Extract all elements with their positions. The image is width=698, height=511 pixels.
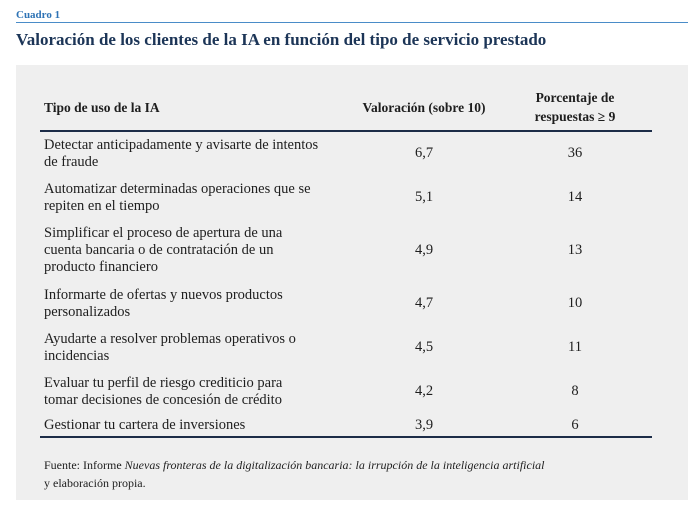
cell-porcentaje: 11 bbox=[568, 339, 582, 355]
cell-valoracion: 5,1 bbox=[414, 189, 434, 205]
header-tipo-de-uso: Tipo de uso de la IA bbox=[40, 84, 350, 132]
cell-uso: Informarte de ofertas y nuevos productos… bbox=[44, 286, 283, 320]
cell-valoracion: 3,9 bbox=[350, 414, 498, 438]
label-rule bbox=[16, 22, 688, 23]
source-report-title: Nuevas fronteras de la digitalización ba… bbox=[124, 458, 545, 472]
table-row: Ayudarte a resolver problemas operativos… bbox=[40, 326, 652, 369]
cell-porcentaje: 14 bbox=[567, 189, 583, 205]
cell-valoracion: 4,9 bbox=[414, 242, 434, 258]
cell-porcentaje: 10 bbox=[567, 295, 583, 311]
cell-uso: Detectar anticipadamente y avisarte de i… bbox=[44, 136, 319, 170]
table-row: Gestionar tu cartera de inversiones 3,9 … bbox=[40, 414, 652, 438]
cell-valoracion: 4,5 bbox=[414, 339, 434, 355]
source-note: Fuente: Informe Nuevas fronteras de la d… bbox=[44, 456, 545, 492]
cell-uso: Simplificar el proceso de apertura de un… bbox=[44, 225, 283, 275]
data-table: Tipo de uso de la IA Valoración (sobre 1… bbox=[40, 84, 652, 438]
table-header-row: Tipo de uso de la IA Valoración (sobre 1… bbox=[40, 84, 652, 132]
header-valoracion: Valoración (sobre 10) bbox=[350, 84, 498, 132]
table-row: Informarte de ofertas y nuevos productos… bbox=[40, 281, 652, 326]
cell-uso: Evaluar tu perfil de riesgo crediticio p… bbox=[44, 374, 283, 408]
source-prefix: Fuente: Informe bbox=[44, 458, 125, 472]
page-title: Valoración de los clientes de la IA en f… bbox=[16, 30, 547, 49]
table-row: Evaluar tu perfil de riesgo crediticio p… bbox=[40, 369, 652, 414]
cell-porcentaje: 13 bbox=[567, 242, 583, 258]
cell-valoracion: 4,7 bbox=[414, 295, 434, 311]
cell-uso: Ayudarte a resolver problemas operativos… bbox=[44, 330, 296, 364]
table-label: Cuadro 1 bbox=[16, 9, 61, 21]
cell-valoracion: 6,7 bbox=[414, 145, 434, 161]
table-row: Automatizar determinadas operaciones que… bbox=[40, 175, 652, 220]
table-row: Simplificar el proceso de apertura de un… bbox=[40, 220, 652, 281]
cell-valoracion: 4,2 bbox=[414, 383, 434, 399]
cell-uso: Gestionar tu cartera de inversiones bbox=[40, 414, 350, 438]
cell-porcentaje: 36 bbox=[567, 145, 583, 161]
cell-porcentaje: 8 bbox=[571, 383, 579, 399]
header-porcentaje: Porcentaje de respuestas ≥ 9 bbox=[498, 84, 652, 132]
table-row: Detectar anticipadamente y avisarte de i… bbox=[40, 131, 652, 175]
cell-uso: Automatizar determinadas operaciones que… bbox=[44, 180, 311, 214]
source-suffix: y elaboración propia. bbox=[44, 476, 146, 490]
cell-porcentaje: 6 bbox=[498, 414, 652, 438]
table-panel: Tipo de uso de la IA Valoración (sobre 1… bbox=[16, 65, 688, 500]
